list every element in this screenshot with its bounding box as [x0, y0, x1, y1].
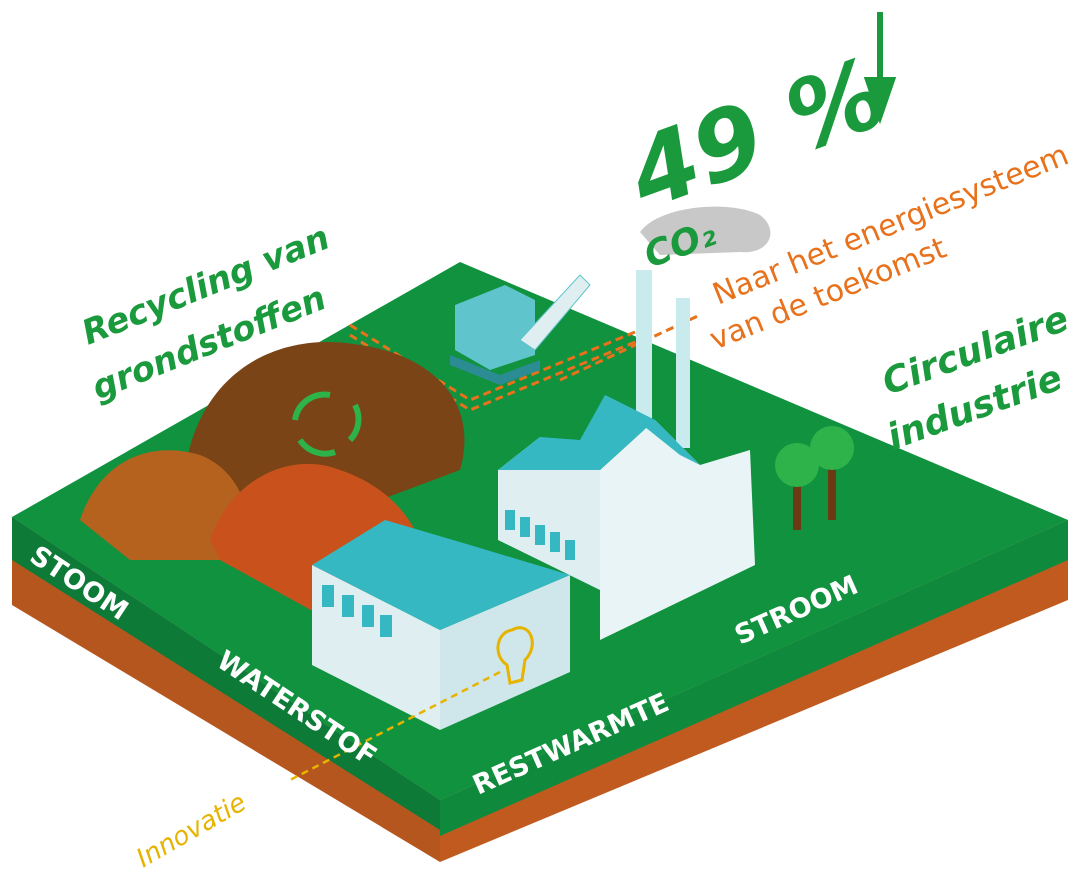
percentage: 49 % — [614, 36, 901, 232]
innovation-label: Innovatie — [132, 787, 252, 871]
chimney — [676, 298, 690, 448]
chimney — [636, 270, 652, 430]
illustration: Recycling vangrondstoffen49 %CO₂Naar het… — [0, 0, 1079, 871]
